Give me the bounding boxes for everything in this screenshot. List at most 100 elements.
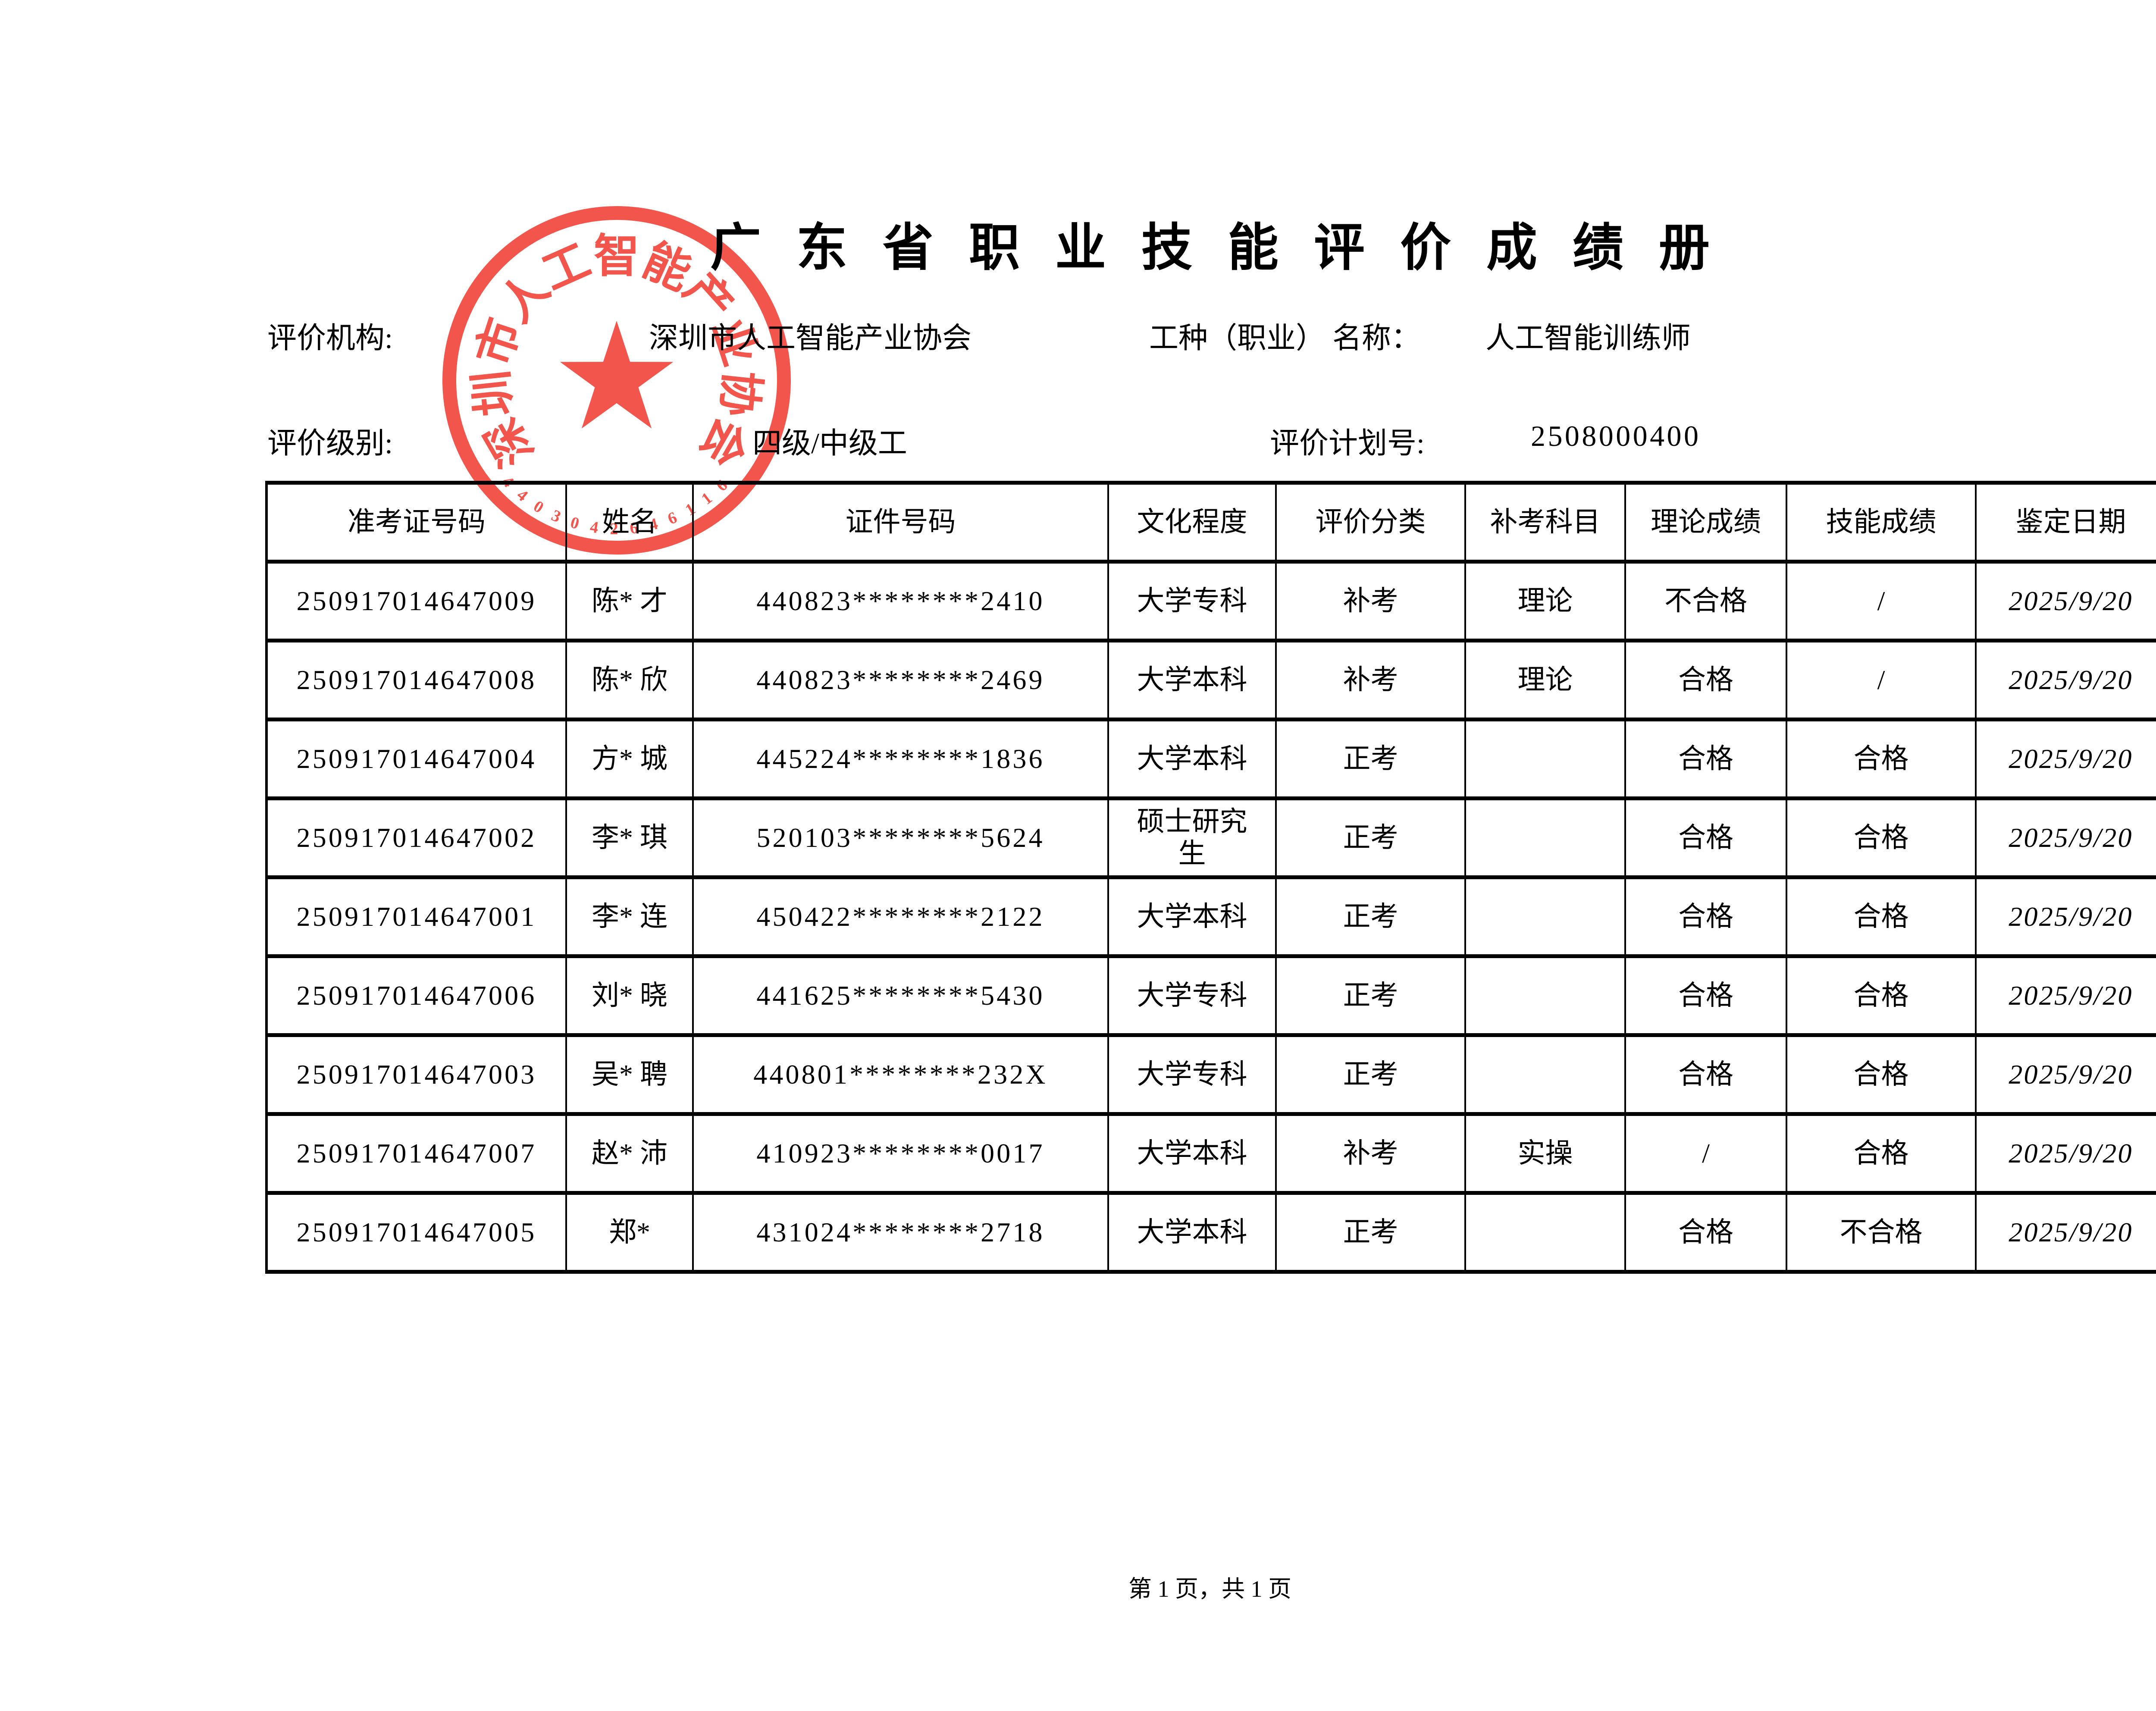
table-cell: 250917014647006: [266, 954, 567, 1037]
table-row: 250917014647004 方* 城 445224********1836 大学本…: [266, 718, 2156, 800]
table-cell: 合格: [1786, 718, 1977, 800]
table-cell: 补考: [1275, 560, 1466, 642]
table-cell: 正考: [1275, 796, 1466, 879]
table-cell: 正考: [1275, 1191, 1466, 1274]
table-header-cell: 证件号码: [692, 481, 1109, 564]
table-cell: [1464, 796, 1626, 879]
table-cell: 2025/9/20: [1975, 875, 2156, 958]
table-header-cell: 补考科目: [1464, 481, 1626, 564]
table-cell: 440823********2410: [692, 560, 1109, 642]
table-cell: 250917014647008: [266, 639, 567, 721]
svg-text:圳: 圳: [466, 368, 521, 419]
results-table: 准考证号码 姓名 证件号码 文化程度 评价分类 补考科目 理论成绩 技能成绩 鉴定日期 2509…: [265, 481, 2156, 1274]
svg-text:协: 协: [712, 368, 767, 419]
table-cell: [1464, 1191, 1626, 1274]
table-cell: 440801********232X: [692, 1033, 1109, 1116]
table-cell: 431024********2718: [692, 1191, 1109, 1274]
table-cell: 250917014647009: [266, 560, 567, 642]
table-cell: 正考: [1275, 718, 1466, 800]
table-cell: [1464, 1033, 1626, 1116]
table-cell: 理论: [1464, 639, 1626, 721]
table-cell: /: [1786, 560, 1977, 642]
table-cell: 合格: [1624, 639, 1787, 721]
table-header-cell: 姓名: [565, 481, 694, 564]
table-row: 250917014647009 陈* 才 440823********2410 大学专…: [266, 560, 2156, 642]
table-cell: [1464, 718, 1626, 800]
table-cell: 大学本科: [1107, 718, 1277, 800]
table-cell: 合格: [1786, 1112, 1977, 1195]
table-row: 250917014647005 郑* 431024********2718 大学本科正…: [266, 1191, 2156, 1274]
table-cell: 250917014647007: [266, 1112, 567, 1195]
table-cell: 2025/9/20: [1975, 1191, 2156, 1274]
table-cell: 2025/9/20: [1975, 1112, 2156, 1195]
table-row: 250917014647006 刘* 晓 441625********5430 大学专…: [266, 954, 2156, 1037]
level-value: 四级/中级工: [752, 427, 907, 460]
table-cell: 合格: [1786, 954, 1977, 1037]
job-title-value: 人工智能训练师: [1485, 322, 1691, 354]
table-cell: 250917014647003: [266, 1033, 567, 1116]
table-cell: 补考: [1275, 639, 1466, 721]
table-cell: 250917014647002: [266, 796, 567, 879]
page-title: 广东省职业技能评价成绩册: [710, 220, 1745, 276]
table-body: 250917014647009 陈* 才 440823********2410 大学专…: [266, 560, 2156, 1274]
table-cell: 赵* 沛: [565, 1112, 694, 1195]
table-cell: 440823********2469: [692, 639, 1109, 721]
table-cell: 陈* 欣: [565, 639, 694, 721]
table-cell: 520103********5624: [692, 796, 1109, 879]
table-cell: 大学专科: [1107, 1033, 1277, 1116]
table-cell: 合格: [1624, 718, 1787, 800]
table-cell: 445224********1836: [692, 718, 1109, 800]
table-cell: 补考: [1275, 1112, 1466, 1195]
table-cell: 250917014647005: [266, 1191, 567, 1274]
table-cell: 合格: [1786, 1033, 1977, 1116]
table-cell: /: [1624, 1112, 1787, 1195]
table-cell: 理论: [1464, 560, 1626, 642]
table-cell: 实操: [1464, 1112, 1626, 1195]
table-cell: 郑*: [565, 1191, 694, 1274]
table-cell: 合格: [1624, 1191, 1787, 1274]
plan-number-value: 2508000400: [1531, 420, 1701, 452]
table-header-cell: 准考证号码: [266, 481, 567, 564]
table-cell: 大学专科: [1107, 560, 1277, 642]
table-cell: /: [1786, 639, 1977, 721]
table-cell: 硕士研究生: [1107, 796, 1277, 879]
level-label: 评价级别:: [267, 427, 393, 460]
table-cell: 陈* 才: [565, 560, 694, 642]
page-footer: 第 1 页，共 1 页: [1128, 1576, 1291, 1602]
svg-text:深: 深: [476, 410, 542, 474]
table-cell: 2025/9/20: [1975, 796, 2156, 879]
table-cell: 250917014647001: [266, 875, 567, 958]
table-cell: 大学本科: [1107, 1112, 1277, 1195]
table-cell: [1464, 875, 1626, 958]
svg-text:会: 会: [690, 410, 757, 474]
table-cell: 2025/9/20: [1975, 954, 2156, 1037]
table-header-cell: 鉴定日期: [1975, 481, 2156, 564]
table-cell: 刘* 晓: [565, 954, 694, 1037]
job-title-label: 工种（职业） 名称：: [1149, 322, 1421, 354]
table-row: 250917014647001 李* 连 450422********2122 大学本…: [266, 875, 2156, 958]
table-header-cell: 文化程度: [1107, 481, 1277, 564]
table-cell: [1464, 954, 1626, 1037]
table-cell: 不合格: [1786, 1191, 1977, 1274]
table-cell: 正考: [1275, 875, 1466, 958]
table-cell: 合格: [1624, 1033, 1787, 1116]
table-cell: 吴* 聘: [565, 1033, 694, 1116]
table-header-cell: 技能成绩: [1786, 481, 1977, 564]
table-cell: 2025/9/20: [1975, 639, 2156, 721]
table-cell: 大学本科: [1107, 639, 1277, 721]
table-cell: 不合格: [1624, 560, 1787, 642]
table-cell: 410923********0017: [692, 1112, 1109, 1195]
plan-number-label: 评价计划号:: [1270, 427, 1425, 460]
table-cell: 李* 琪: [565, 796, 694, 879]
table-cell: 2025/9/20: [1975, 560, 2156, 642]
table-row: 250917014647008 陈* 欣 440823********2469 大学本…: [266, 639, 2156, 721]
table-header-cell: 评价分类: [1275, 481, 1466, 564]
svg-text:市: 市: [468, 313, 530, 372]
table-cell: 450422********2122: [692, 875, 1109, 958]
table-cell: 正考: [1275, 954, 1466, 1037]
table-row: 250917014647003 吴* 聘 440801********232X 大学专…: [266, 1033, 2156, 1116]
table-cell: 大学专科: [1107, 954, 1277, 1037]
table-cell: 合格: [1624, 954, 1787, 1037]
table-header-row: 准考证号码 姓名 证件号码 文化程度 评价分类 补考科目 理论成绩 技能成绩 鉴定日期: [266, 481, 2156, 564]
